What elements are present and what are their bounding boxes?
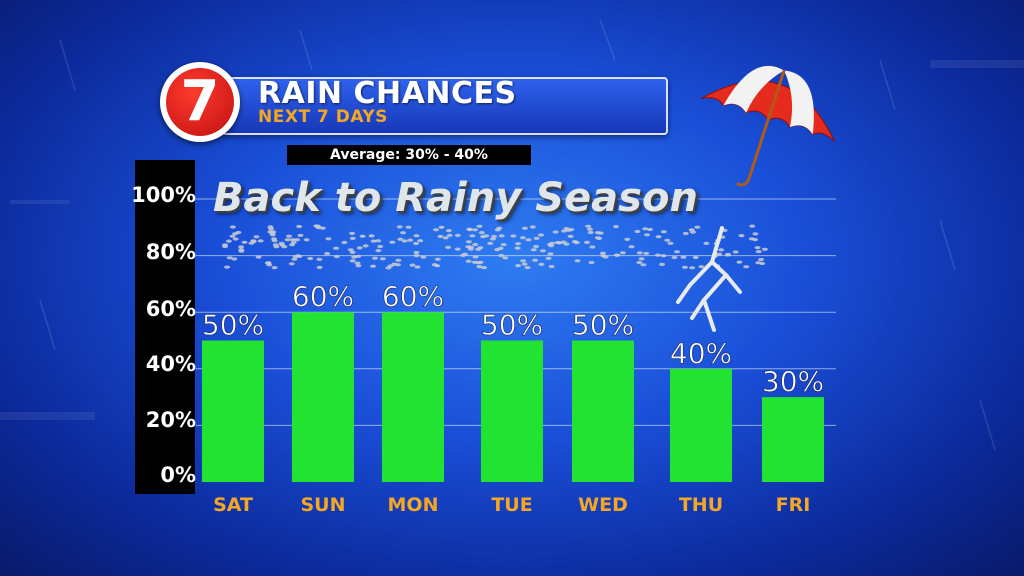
page-subtitle: NEXT 7 DAYS <box>258 107 388 127</box>
x-tick-sun: SUN <box>300 494 345 516</box>
x-tick-thu: THU <box>679 494 723 516</box>
data-label-thu: 40% <box>670 337 732 370</box>
y-tick-100: 100% <box>131 183 196 207</box>
data-label-tue: 50% <box>481 309 543 342</box>
station-logo: 7 <box>160 62 240 142</box>
y-tick-40: 40% <box>145 352 196 376</box>
data-label-sun: 60% <box>292 280 354 313</box>
y-tick-60: 60% <box>145 297 196 321</box>
overlay-headline: Back to Rainy Season <box>213 175 698 221</box>
data-label-wed: 50% <box>572 309 634 342</box>
data-label-mon: 60% <box>382 280 444 313</box>
bar-sun <box>292 312 354 482</box>
y-tick-20: 20% <box>145 408 196 432</box>
page-title: RAIN CHANCES <box>258 76 517 111</box>
data-label-fri: 30% <box>762 365 824 398</box>
title-banner <box>222 77 668 135</box>
x-tick-wed: WED <box>578 494 628 516</box>
logo-number: 7 <box>166 68 234 136</box>
bar-thu <box>670 368 732 482</box>
y-tick-80: 80% <box>145 240 196 264</box>
bar-sat <box>202 340 264 482</box>
y-axis-panel <box>135 160 195 494</box>
y-tick-0: 0% <box>160 463 196 487</box>
bar-mon <box>382 312 444 482</box>
x-tick-tue: TUE <box>491 494 532 516</box>
x-tick-mon: MON <box>388 494 439 516</box>
x-tick-sat: SAT <box>213 494 253 516</box>
bar-wed <box>572 340 634 482</box>
average-label: Average: 30% - 40% <box>287 145 531 165</box>
data-label-sat: 50% <box>202 309 264 342</box>
x-tick-fri: FRI <box>776 494 811 516</box>
bar-tue <box>481 340 543 482</box>
bar-fri <box>762 397 824 482</box>
